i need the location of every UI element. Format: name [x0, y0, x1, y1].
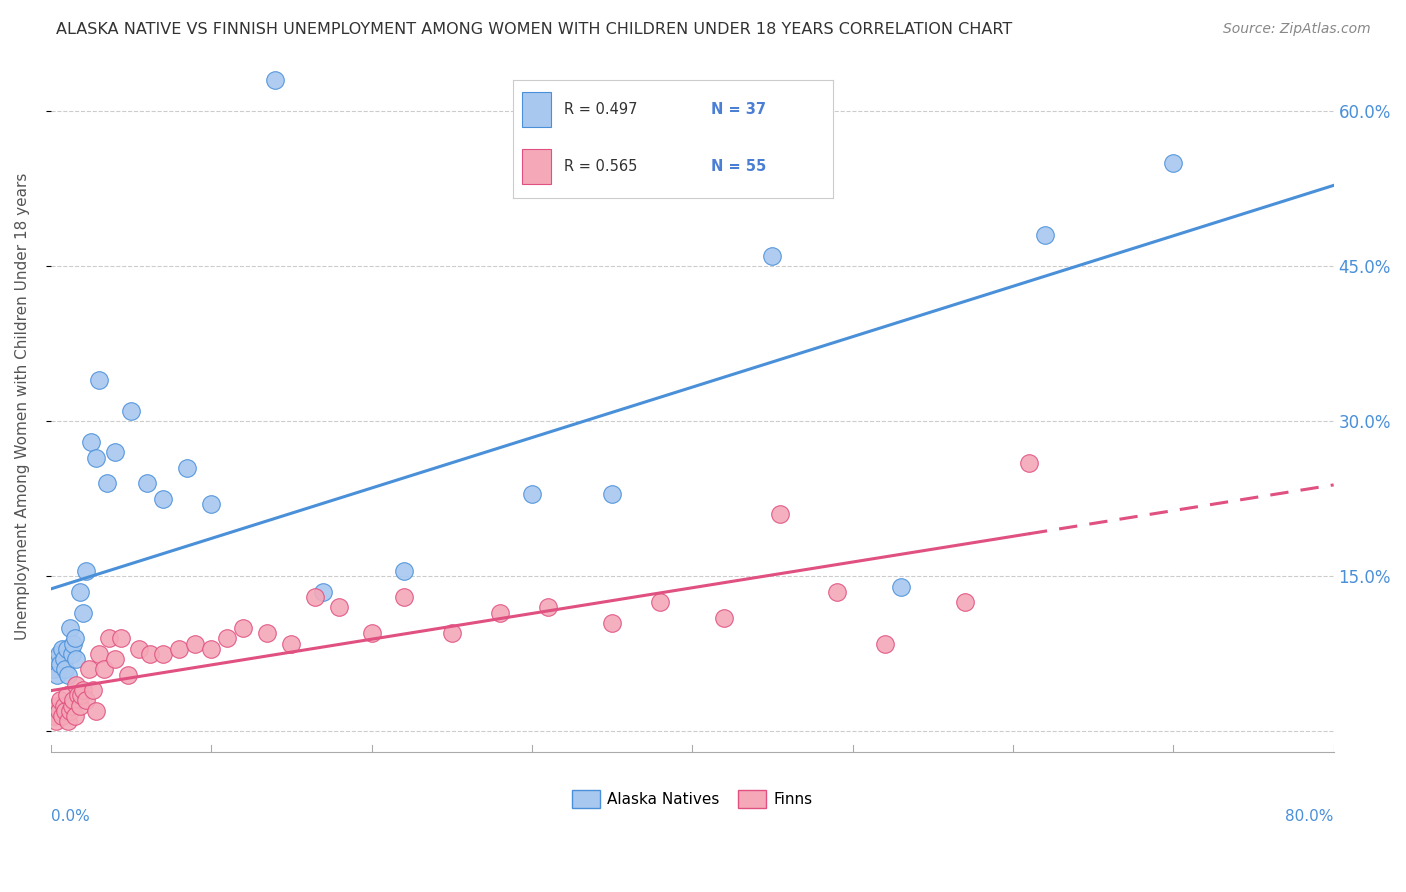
- Point: [62, 693, 84, 707]
- Point: [264, 73, 287, 87]
- Point: [184, 636, 207, 650]
- Point: [176, 461, 198, 475]
- Point: [1018, 456, 1040, 470]
- Text: ALASKA NATIVE VS FINNISH UNEMPLOYMENT AMONG WOMEN WITH CHILDREN UNDER 18 YEARS C: ALASKA NATIVE VS FINNISH UNEMPLOYMENT AM…: [56, 22, 1012, 37]
- Point: [392, 590, 415, 604]
- Point: [97, 632, 120, 646]
- Point: [600, 615, 623, 630]
- Point: [167, 641, 190, 656]
- Point: [59, 704, 82, 718]
- Point: [825, 585, 848, 599]
- Point: [62, 636, 84, 650]
- Point: [48, 704, 70, 718]
- Point: [93, 662, 115, 676]
- Point: [53, 704, 76, 718]
- Point: [70, 688, 93, 702]
- Point: [110, 632, 132, 646]
- Point: [52, 698, 75, 713]
- Point: [953, 595, 976, 609]
- Point: [600, 486, 623, 500]
- Point: [312, 585, 335, 599]
- Point: [200, 641, 222, 656]
- Point: [392, 564, 415, 578]
- Point: [1161, 156, 1184, 170]
- Point: [128, 641, 150, 656]
- Point: [41, 704, 63, 718]
- Y-axis label: Unemployment Among Women with Children Under 18 years: Unemployment Among Women with Children U…: [15, 172, 30, 640]
- Point: [713, 611, 735, 625]
- Point: [117, 667, 139, 681]
- Point: [59, 621, 82, 635]
- Point: [69, 585, 91, 599]
- Text: 80.0%: 80.0%: [1285, 809, 1334, 824]
- Point: [65, 678, 87, 692]
- Point: [51, 709, 73, 723]
- Text: 0.0%: 0.0%: [51, 809, 90, 824]
- Text: Source: ZipAtlas.com: Source: ZipAtlas.com: [1223, 22, 1371, 37]
- Point: [104, 445, 127, 459]
- Point: [769, 508, 792, 522]
- Point: [56, 688, 79, 702]
- Point: [60, 698, 83, 713]
- Point: [87, 647, 110, 661]
- Point: [46, 698, 69, 713]
- Point: [82, 683, 104, 698]
- Point: [136, 476, 159, 491]
- Point: [217, 632, 239, 646]
- Point: [49, 693, 72, 707]
- Point: [256, 626, 278, 640]
- Point: [360, 626, 382, 640]
- Point: [63, 632, 86, 646]
- Point: [58, 714, 80, 728]
- Point: [304, 590, 326, 604]
- Point: [58, 667, 80, 681]
- Point: [45, 714, 67, 728]
- Point: [761, 249, 783, 263]
- Point: [84, 450, 107, 465]
- Point: [53, 662, 76, 676]
- Point: [75, 564, 97, 578]
- Point: [84, 704, 107, 718]
- Point: [87, 373, 110, 387]
- Point: [52, 652, 75, 666]
- Point: [280, 636, 302, 650]
- Point: [120, 404, 142, 418]
- Point: [49, 657, 72, 672]
- Point: [96, 476, 118, 491]
- Point: [69, 698, 91, 713]
- Point: [520, 486, 543, 500]
- Point: [72, 606, 94, 620]
- Point: [139, 647, 162, 661]
- Point: [60, 647, 83, 661]
- Point: [890, 580, 912, 594]
- Point: [51, 641, 73, 656]
- Point: [80, 435, 103, 450]
- Point: [650, 595, 672, 609]
- Point: [200, 497, 222, 511]
- Point: [63, 709, 86, 723]
- Point: [537, 600, 560, 615]
- Point: [48, 647, 70, 661]
- Point: [75, 693, 97, 707]
- Point: [79, 662, 101, 676]
- Point: [67, 688, 90, 702]
- Point: [152, 491, 174, 506]
- Point: [328, 600, 350, 615]
- Point: [232, 621, 254, 635]
- Legend: Alaska Natives, Finns: Alaska Natives, Finns: [567, 784, 818, 814]
- Point: [104, 652, 127, 666]
- Point: [45, 652, 67, 666]
- Point: [46, 667, 69, 681]
- Point: [42, 662, 65, 676]
- Point: [56, 641, 79, 656]
- Point: [42, 709, 65, 723]
- Point: [72, 683, 94, 698]
- Point: [152, 647, 174, 661]
- Point: [65, 652, 87, 666]
- Point: [488, 606, 510, 620]
- Point: [873, 636, 896, 650]
- Point: [1033, 228, 1056, 243]
- Point: [440, 626, 463, 640]
